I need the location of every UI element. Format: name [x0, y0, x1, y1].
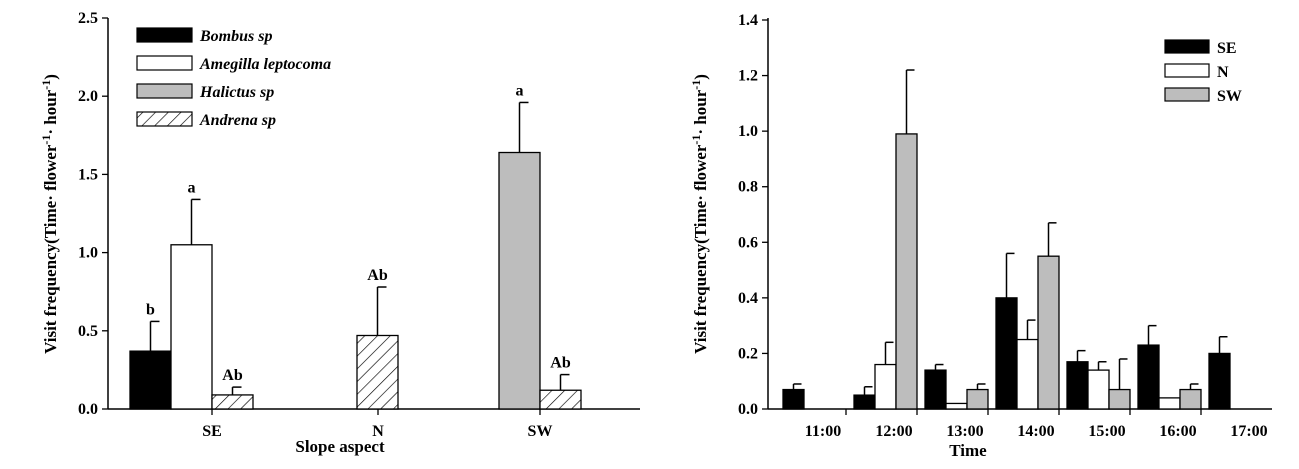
legend-swatch: [136, 27, 193, 43]
left-y-ticks: 0.0 0.5 1.0 1.5 2.0 2.5: [78, 10, 108, 418]
x-tick-label: 11:00: [805, 423, 841, 440]
significance-label: Ab: [367, 267, 388, 284]
bar: [945, 402, 968, 410]
legend-swatch: [136, 55, 193, 71]
left-x-ticks: SE N SW: [202, 409, 552, 440]
legend-label: N: [1217, 64, 1229, 81]
significance-label: Ab: [550, 355, 571, 372]
right-x-ticks: 11:00 12:00 13:00 14:00 15:00 16:00 17:00: [805, 409, 1268, 440]
bar: [966, 388, 989, 410]
legend-label: Andrena sp: [199, 112, 276, 129]
right-legend: SE N SW: [1164, 39, 1242, 105]
bar: [924, 369, 947, 410]
right-bars: [782, 69, 1231, 410]
bar: [1137, 344, 1160, 410]
legend-swatch: [1164, 87, 1210, 102]
x-tick-label: 14:00: [1017, 423, 1054, 440]
legend-label: Bombus sp: [199, 28, 272, 45]
bar: [539, 389, 582, 410]
y-tick-label: 0.6: [738, 234, 758, 251]
bar: [1108, 388, 1131, 410]
legend-swatch: [136, 111, 193, 127]
bar: [853, 394, 876, 410]
legend-swatch: [136, 83, 193, 99]
x-tick-label: 12:00: [875, 423, 912, 440]
significance-label: b: [146, 301, 155, 318]
bar: [1037, 255, 1060, 410]
x-tick-label: 13:00: [946, 423, 983, 440]
y-tick-label: 1.2: [738, 68, 758, 85]
bar: [170, 244, 213, 410]
y-tick-label: 0.0: [738, 401, 758, 418]
bar: [1087, 369, 1110, 410]
y-tick-label: 1.0: [738, 123, 758, 140]
x-tick-label: SW: [528, 423, 553, 440]
y-tick-label: 1.5: [78, 166, 98, 183]
bar: [1016, 338, 1039, 410]
legend-label: Amegilla leptocoma: [199, 56, 331, 73]
left-chart: 0.0 0.5 1.0 1.5 2.0 2.5 b a Ab Ab a Ab SE N SW Slope…: [39, 10, 640, 456]
legend-swatch: [1164, 39, 1210, 54]
bar: [874, 363, 897, 410]
bar: [211, 394, 254, 410]
right-x-axis-label: Time: [949, 441, 987, 460]
left-legend: Bombus sp Amegilla leptocoma Halictus sp An…: [136, 27, 331, 129]
x-tick-label: 15:00: [1088, 423, 1125, 440]
legend-swatch: [1164, 63, 1210, 78]
y-tick-label: 0.0: [78, 401, 98, 418]
significance-label: a: [516, 82, 524, 99]
legend-label: Halictus sp: [199, 84, 274, 101]
left-x-axis-label: Slope aspect: [295, 437, 385, 456]
bar: [1179, 388, 1202, 410]
x-tick-label: N: [372, 423, 384, 440]
y-tick-label: 1.0: [78, 245, 98, 262]
right-y-axis-label: Visit frequency(Time· flower-1· hour-1): [689, 74, 710, 354]
left-y-axis-label: Visit frequency(Time· flower-1· hour-1): [39, 74, 60, 354]
y-tick-label: 2.5: [78, 10, 98, 27]
left-bars: b a Ab Ab a Ab: [129, 82, 582, 410]
bar: [782, 388, 805, 410]
significance-label: a: [188, 179, 196, 196]
y-tick-label: 1.4: [738, 12, 758, 29]
right-chart: 0.0 0.2 0.4 0.6 0.8 1.0 1.2 1.4 11:00 12:00 13:00…: [689, 12, 1272, 460]
right-y-ticks: 0.0 0.2 0.4 0.6 0.8 1.0 1.2 1.4: [738, 12, 768, 418]
x-tick-label: 17:00: [1230, 423, 1267, 440]
legend-label: SE: [1217, 40, 1237, 57]
x-tick-label: 16:00: [1159, 423, 1196, 440]
bar: [498, 151, 541, 410]
y-tick-label: 2.0: [78, 88, 98, 105]
legend-label: SW: [1217, 88, 1242, 105]
bar: [1208, 352, 1231, 410]
bar: [356, 334, 399, 410]
y-tick-label: 0.8: [738, 179, 758, 196]
y-tick-label: 0.5: [78, 323, 98, 340]
bar: [1158, 397, 1181, 410]
significance-label: Ab: [222, 367, 243, 384]
bar: [895, 133, 918, 410]
y-tick-label: 0.2: [738, 345, 758, 362]
bar: [1066, 361, 1089, 410]
y-tick-label: 0.4: [738, 290, 758, 307]
x-tick-label: SE: [202, 423, 222, 440]
bar: [129, 350, 172, 410]
bar: [995, 297, 1018, 410]
